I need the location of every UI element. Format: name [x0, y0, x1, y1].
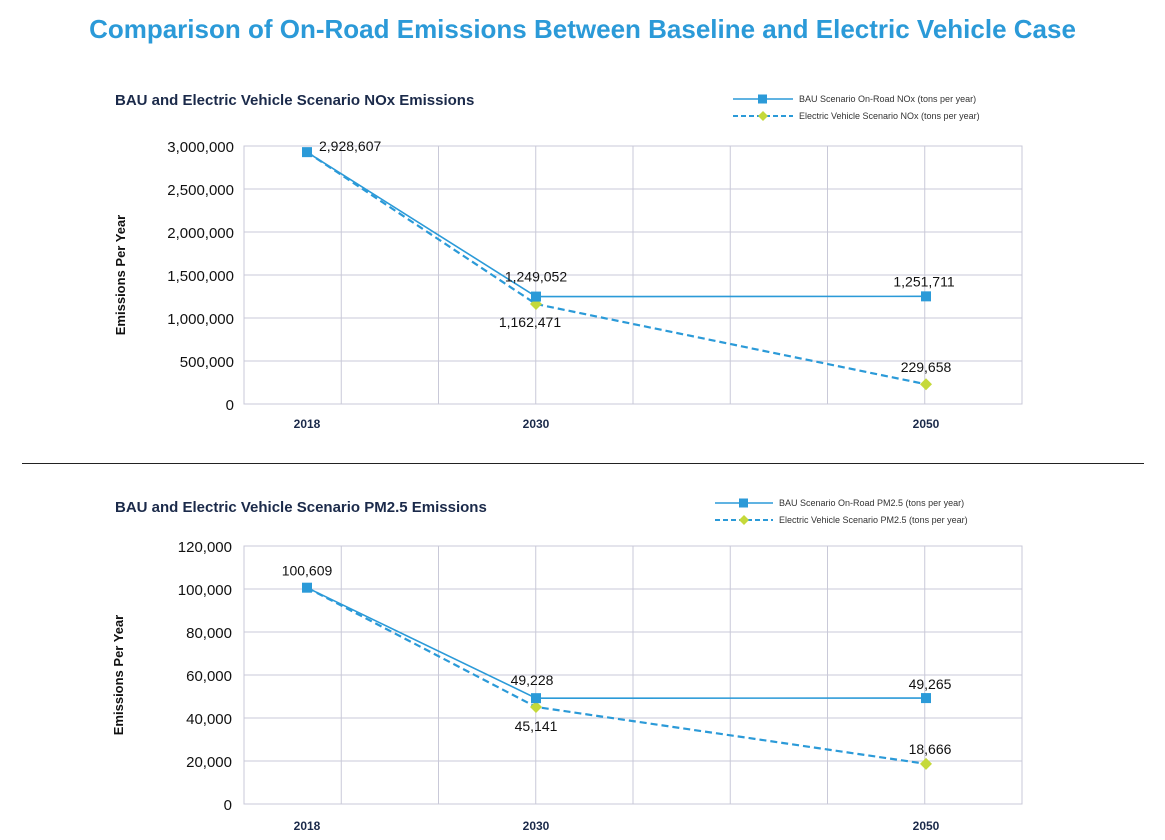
pm25-bau-point-marker: [302, 582, 312, 593]
nox-y-tick-label: 0: [226, 397, 234, 414]
nox-chart-title: BAU and Electric Vehicle Scenario NOx Em…: [115, 92, 475, 109]
solid-line-square-marker-icon: [715, 498, 773, 507]
section-divider: [22, 463, 1144, 464]
nox-ev-series-line: [306, 151, 927, 386]
nox-y-tick-label: 1,000,000: [167, 311, 234, 328]
nox-legend-bau-label: BAU Scenario On-Road NOx (tons per year): [799, 93, 977, 104]
pm25-ev-point-marker: [920, 757, 932, 770]
nox-x-tick-label: 2050: [913, 417, 940, 431]
nox-x-tick-label: 2018: [294, 417, 321, 431]
nox-x-tick-label: 2030: [523, 417, 550, 431]
nox-y-tick-label: 1,500,000: [167, 268, 234, 285]
pm25-ev-series-line: [306, 586, 927, 765]
nox-bau-data-label: 1,251,711: [893, 273, 954, 289]
nox-legend-ev-label: Electric Vehicle Scenario NOx (tons per …: [799, 110, 980, 121]
pm25-legend-ev: Electric Vehicle Scenario PM2.5 (tons pe…: [715, 511, 968, 528]
pm25-chart-title: BAU and Electric Vehicle Scenario PM2.5 …: [115, 499, 487, 516]
pm25-y-tick-label: 80,000: [186, 625, 232, 642]
nox-ev-point-marker: [920, 378, 932, 391]
pm25-y-tick-label: 40,000: [186, 711, 232, 728]
nox-bau-data-label: 2,928,607: [319, 138, 381, 154]
pm25-x-tick-label: 2050: [913, 819, 940, 833]
pm25-x-tick-label: 2030: [523, 819, 550, 833]
pm25-y-tick-label: 120,000: [178, 539, 232, 556]
nox-bau-point-marker: [531, 291, 541, 302]
nox-emissions-chart: 0 500,000 1,000,000 1,500,000 2,000,000 2,500…: [113, 138, 1023, 431]
pm25-y-axis-label: Emissions Per Year: [111, 615, 126, 735]
dashed-line-diamond-marker-icon: [733, 110, 793, 121]
pm25-ev-data-label: 45,141: [515, 718, 558, 734]
pm25-bau-data-label: 100,609: [282, 563, 333, 579]
pm25-bau-data-label: 49,228: [511, 672, 554, 688]
nox-ev-data-label: 1,162,471: [499, 314, 561, 330]
pm25-y-tick-label: 0: [224, 797, 232, 814]
pm25-legend: BAU Scenario On-Road PM2.5 (tons per yea…: [715, 494, 968, 528]
nox-bau-data-label: 1,249,052: [505, 269, 567, 285]
nox-y-tick-label: 2,000,000: [167, 225, 234, 242]
nox-bau-point-marker: [921, 291, 931, 302]
pm25-legend-ev-label: Electric Vehicle Scenario PM2.5 (tons pe…: [779, 514, 968, 525]
pm25-bau-series-line: [306, 586, 927, 699]
nox-bau-point-marker: [302, 147, 312, 158]
nox-legend-ev: Electric Vehicle Scenario NOx (tons per …: [733, 107, 980, 124]
nox-y-axis-label: Emissions Per Year: [113, 215, 128, 335]
pm25-y-tick-label: 100,000: [178, 582, 232, 599]
nox-y-tick-label: 3,000,000: [167, 139, 234, 156]
pm25-bau-point-marker: [921, 693, 931, 704]
nox-ev-data-label: 229,658: [901, 359, 952, 375]
pm25-ev-data-label: 18,666: [909, 741, 952, 757]
pm25-y-tick-label: 60,000: [186, 668, 232, 685]
solid-line-square-marker-icon: [733, 94, 793, 103]
nox-y-tick-label: 500,000: [180, 354, 234, 371]
nox-legend-bau: BAU Scenario On-Road NOx (tons per year): [733, 90, 980, 107]
pm25-y-tick-label: 20,000: [186, 754, 232, 771]
pm25-ev-point-marker: [530, 700, 542, 713]
dashed-line-diamond-marker-icon: [715, 514, 773, 525]
nox-y-tick-label: 2,500,000: [167, 182, 234, 199]
pm25-x-tick-label: 2018: [294, 819, 321, 833]
page-title: Comparison of On-Road Emissions Between …: [89, 14, 1076, 44]
pm25-legend-bau: BAU Scenario On-Road PM2.5 (tons per yea…: [715, 494, 968, 511]
pm25-bau-point-marker: [531, 693, 541, 704]
pm25-legend-bau-label: BAU Scenario On-Road PM2.5 (tons per yea…: [779, 497, 965, 508]
pm25-bau-data-label: 49,265: [909, 676, 952, 692]
nox-legend: BAU Scenario On-Road NOx (tons per year)…: [733, 90, 980, 124]
